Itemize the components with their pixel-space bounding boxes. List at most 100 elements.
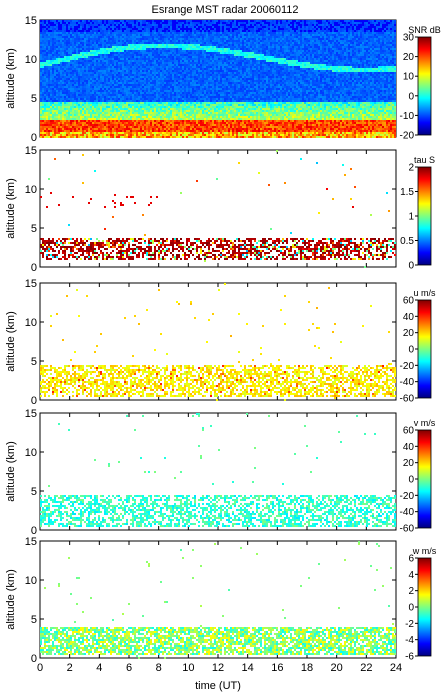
heatmap-cell [80, 86, 82, 88]
heatmap-cell [172, 22, 174, 24]
heatmap-cell [176, 44, 178, 46]
heatmap-cell [42, 124, 44, 126]
heatmap-cell [110, 104, 112, 106]
heatmap-cell [202, 80, 204, 82]
heatmap-cell [60, 82, 62, 84]
heatmap-cell [134, 122, 136, 124]
heatmap-cell [100, 58, 102, 60]
heatmap-cell [66, 120, 68, 122]
heatmap-cell [114, 80, 116, 82]
heatmap-cell [66, 22, 68, 24]
heatmap-cell [108, 100, 110, 102]
heatmap-cell [54, 88, 56, 90]
heatmap-cell [134, 88, 136, 90]
heatmap-cell [48, 86, 50, 88]
heatmap-cell [156, 132, 158, 134]
heatmap-cell [90, 120, 92, 122]
heatmap-cell [182, 62, 184, 64]
heatmap-cell [134, 102, 136, 104]
heatmap-cell [106, 56, 108, 58]
heatmap-cell [60, 102, 62, 104]
heatmap-cell [180, 48, 182, 50]
heatmap-cell [170, 42, 172, 44]
heatmap-cell [174, 80, 176, 82]
heatmap-cell [174, 54, 176, 56]
heatmap-cell [176, 78, 178, 80]
heatmap-cell [198, 102, 200, 104]
heatmap-cell [120, 38, 122, 40]
heatmap-cell [112, 62, 114, 64]
heatmap-cell [164, 60, 166, 62]
heatmap-cell [60, 42, 62, 44]
heatmap-cell [146, 104, 148, 106]
heatmap-cell [110, 92, 112, 94]
heatmap-cell [48, 132, 50, 134]
heatmap-cell [58, 118, 60, 120]
heatmap-cell [52, 32, 54, 34]
heatmap-cell [144, 114, 146, 116]
heatmap-cell [140, 128, 142, 130]
heatmap-cell [182, 44, 184, 46]
heatmap-cell [146, 92, 148, 94]
heatmap-cell [82, 130, 84, 132]
heatmap-cell [174, 134, 176, 136]
heatmap-cell [76, 116, 78, 118]
heatmap-cell [52, 76, 54, 78]
heatmap-cell [166, 136, 168, 138]
heatmap-cell [194, 42, 196, 44]
heatmap-cell [58, 28, 60, 30]
heatmap-cell [84, 40, 86, 42]
heatmap-cell [100, 34, 102, 36]
heatmap-cell [90, 42, 92, 44]
heatmap-cell [172, 128, 174, 130]
heatmap-cell [176, 82, 178, 84]
heatmap-cell [138, 58, 140, 60]
heatmap-cell [86, 32, 88, 34]
heatmap-cell [58, 34, 60, 36]
heatmap-cell [174, 96, 176, 98]
heatmap-cell [138, 40, 140, 42]
heatmap-cell [170, 84, 172, 86]
heatmap-cell [148, 76, 150, 78]
heatmap-cell [188, 102, 190, 104]
heatmap-cell [84, 30, 86, 32]
heatmap-cell [118, 106, 120, 108]
heatmap-cell [198, 92, 200, 94]
heatmap-cell [98, 116, 100, 118]
heatmap-cell [70, 66, 72, 68]
heatmap-cell [124, 124, 126, 126]
heatmap-cell [76, 42, 78, 44]
heatmap-cell [194, 22, 196, 24]
heatmap-cell [150, 102, 152, 104]
heatmap-cell [142, 70, 144, 72]
heatmap-cell [202, 118, 204, 120]
heatmap-cell [46, 128, 48, 130]
heatmap-cell [98, 94, 100, 96]
heatmap-cell [196, 38, 198, 40]
heatmap-cell [82, 104, 84, 106]
heatmap-cell [192, 134, 194, 136]
heatmap-cell [70, 32, 72, 34]
heatmap-cell [172, 86, 174, 88]
heatmap-cell [54, 134, 56, 136]
heatmap-cell [110, 76, 112, 78]
heatmap-cell [126, 110, 128, 112]
heatmap-cell [64, 26, 66, 28]
heatmap-cell [178, 114, 180, 116]
heatmap-cell [68, 54, 70, 56]
heatmap-cell [110, 44, 112, 46]
heatmap-cell [122, 42, 124, 44]
heatmap-cell [54, 22, 56, 24]
heatmap-cell [190, 52, 192, 54]
heatmap-cell [108, 74, 110, 76]
heatmap-cell [144, 80, 146, 82]
heatmap-cell [70, 28, 72, 30]
heatmap-cell [202, 28, 204, 30]
heatmap-cell [80, 96, 82, 98]
colorbar-tick-label: -10 [400, 111, 415, 122]
heatmap-cell [54, 130, 56, 132]
heatmap-cell [114, 94, 116, 96]
heatmap-cell [202, 42, 204, 44]
heatmap-cell [46, 68, 48, 70]
heatmap-cell [42, 42, 44, 44]
